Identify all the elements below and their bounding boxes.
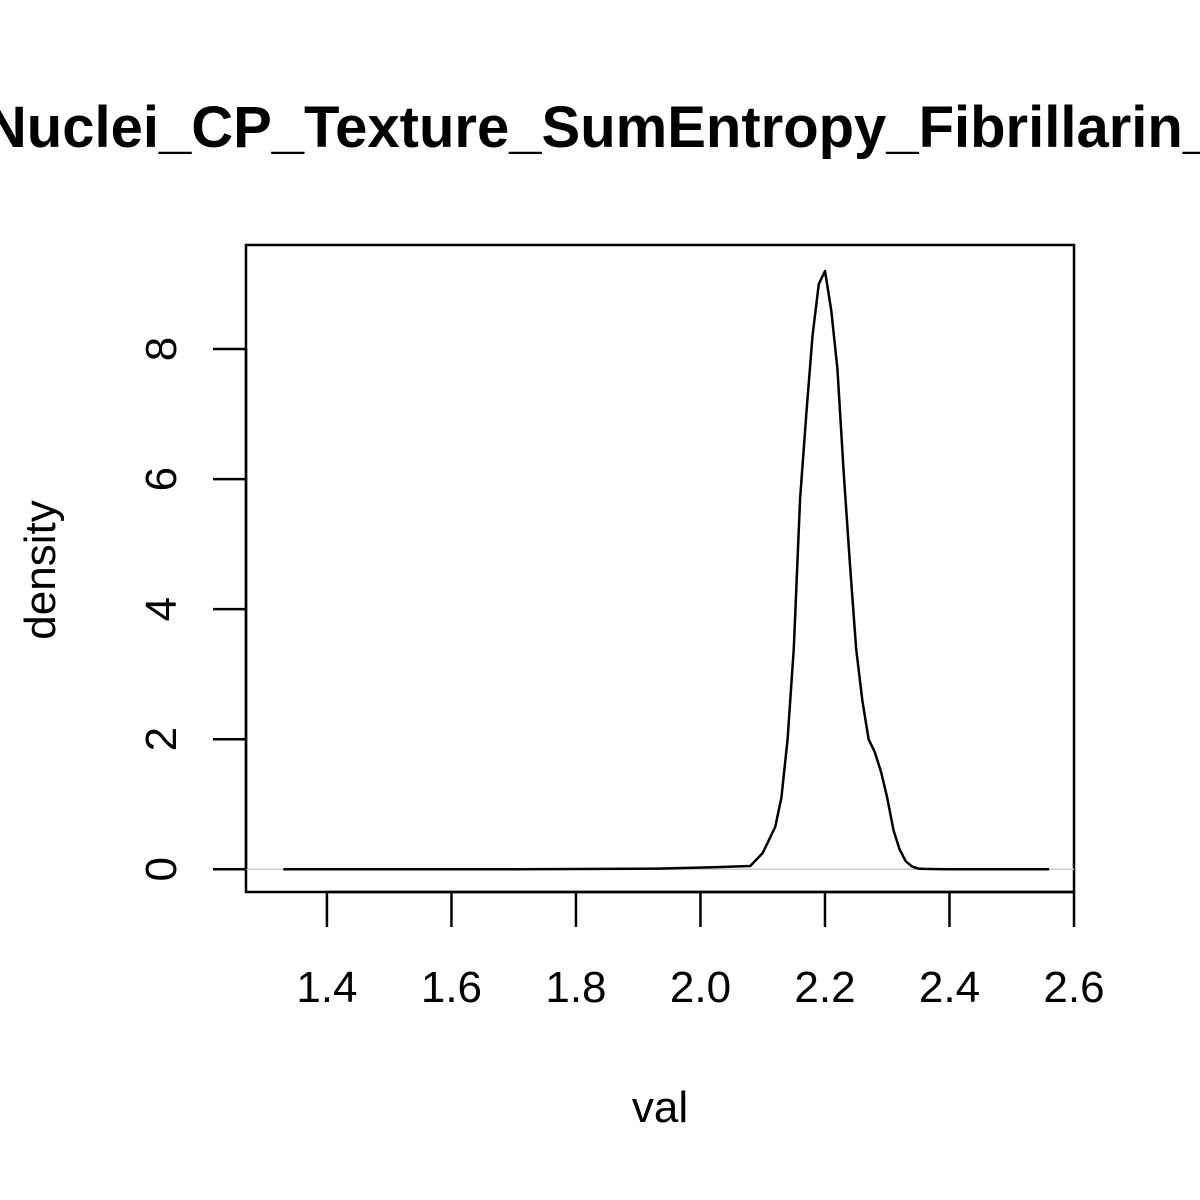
y-tick-label: 4 xyxy=(137,597,186,621)
y-axis-label: density xyxy=(16,500,65,639)
x-tick-label: 2.0 xyxy=(670,963,731,1012)
x-axis-label: val xyxy=(632,1083,688,1132)
x-tick-label: 1.4 xyxy=(296,963,357,1012)
y-axis: 0 2 4 6 8 xyxy=(137,337,248,881)
chart-title: Nuclei_CP_Texture_SumEntropy_Fibrillarin… xyxy=(0,95,1200,160)
x-tick-label: 1.6 xyxy=(421,963,482,1012)
plot-frame xyxy=(244,243,1076,894)
x-tick-label: 1.8 xyxy=(545,963,606,1012)
y-tick-label: 2 xyxy=(137,727,186,751)
x-axis: 1.4 1.6 1.8 2.0 2.2 2.4 2.6 xyxy=(296,890,1105,1012)
y-tick-label: 6 xyxy=(137,467,186,491)
x-tick-label: 2.6 xyxy=(1043,963,1104,1012)
density-line xyxy=(283,269,1050,871)
y-tick-label: 0 xyxy=(137,857,186,881)
y-tick-label: 8 xyxy=(137,337,186,361)
x-tick-label: 2.2 xyxy=(794,963,855,1012)
x-tick-label: 2.4 xyxy=(919,963,980,1012)
